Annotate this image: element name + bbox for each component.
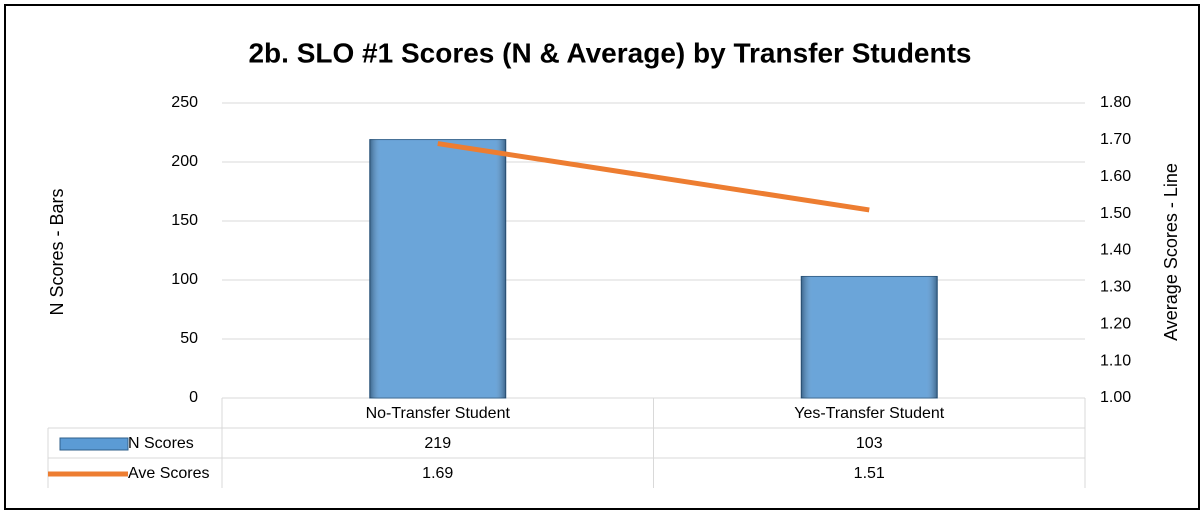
table-value: 103 [856,435,883,452]
y2-tick-label: 1.70 [1100,131,1131,148]
table-value: 1.69 [422,465,453,482]
y2-tick-label: 1.40 [1100,242,1131,259]
y-tick-label: 150 [171,212,198,229]
table-value: 1.51 [854,465,885,482]
legend-swatch [59,437,129,451]
y-tick-label: 50 [180,330,198,347]
x-tick-label: No-Transfer Student [366,405,511,422]
line [437,141,870,213]
chart-border [4,4,1200,510]
y-tick-label: 250 [171,94,198,111]
y2-axis-label: Average Scores - Line [1161,163,1181,341]
x-tick-label: Yes-Transfer Student [794,405,945,422]
legend-label: N Scores [128,435,194,452]
y-axis-label: N Scores - Bars [47,188,67,315]
y-tick-label: 0 [189,389,198,406]
legend-label: Ave Scores [128,465,210,482]
bar-bevel [801,276,938,398]
table-value: 219 [424,435,451,452]
y2-tick-label: 1.10 [1100,352,1131,369]
y2-tick-label: 1.80 [1100,94,1131,111]
y2-tick-label: 1.30 [1100,279,1131,296]
y2-tick-label: 1.00 [1100,389,1131,406]
y2-tick-label: 1.20 [1100,315,1131,332]
y2-tick-label: 1.50 [1100,205,1131,222]
y-tick-label: 200 [171,153,198,170]
y-tick-label: 100 [171,271,198,288]
y2-tick-label: 1.60 [1100,168,1131,185]
chart-title: 2b. SLO #1 Scores (N & Average) by Trans… [248,37,971,68]
bar-bevel [369,139,506,398]
